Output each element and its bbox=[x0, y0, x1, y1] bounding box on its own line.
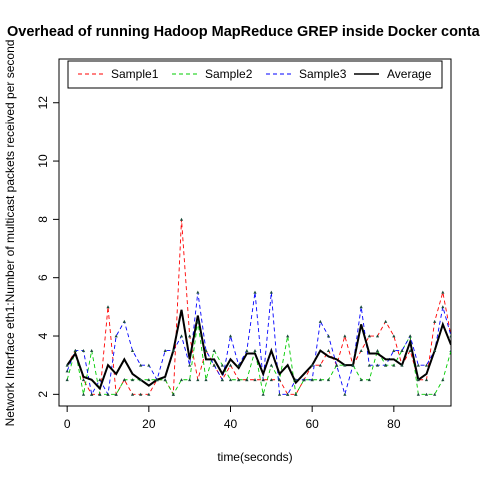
x-tick-label: 40 bbox=[224, 417, 238, 431]
series-layer bbox=[67, 219, 451, 394]
data-point bbox=[360, 305, 363, 308]
data-point bbox=[253, 349, 256, 352]
data-point bbox=[188, 334, 191, 337]
data-point bbox=[343, 334, 346, 337]
y-axis: 2 4 6 8 10 12 bbox=[36, 96, 59, 398]
chart-title: Overhead of running Hadoop MapReduce GRE… bbox=[7, 24, 480, 40]
data-point bbox=[123, 320, 126, 323]
x-tick-label: 0 bbox=[64, 417, 71, 431]
data-point bbox=[343, 393, 346, 396]
data-point bbox=[441, 291, 444, 294]
y-tick-label: 2 bbox=[36, 391, 50, 398]
x-tick-label: 60 bbox=[305, 417, 319, 431]
data-point bbox=[327, 349, 330, 352]
data-point bbox=[433, 320, 436, 323]
data-point bbox=[82, 393, 85, 396]
data-point bbox=[82, 378, 85, 381]
x-tick-label: 80 bbox=[387, 417, 401, 431]
series-line-sample1 bbox=[67, 219, 451, 394]
data-point bbox=[164, 349, 167, 352]
y-tick-label: 8 bbox=[36, 216, 50, 223]
data-point bbox=[376, 349, 379, 352]
legend-label-sample2: Sample2 bbox=[205, 67, 253, 81]
data-point bbox=[229, 364, 232, 367]
data-point bbox=[441, 305, 444, 308]
y-tick-label: 4 bbox=[36, 332, 50, 339]
data-point bbox=[409, 334, 412, 337]
data-point bbox=[196, 291, 199, 294]
data-point bbox=[449, 334, 452, 337]
data-point bbox=[319, 320, 322, 323]
legend-label-sample1: Sample1 bbox=[111, 67, 159, 81]
series-line-sample2 bbox=[67, 321, 451, 394]
data-point bbox=[253, 291, 256, 294]
data-point bbox=[180, 334, 183, 337]
data-point bbox=[425, 378, 428, 381]
data-point bbox=[270, 291, 273, 294]
data-point bbox=[449, 349, 452, 352]
data-point bbox=[66, 378, 69, 381]
data-point bbox=[278, 393, 281, 396]
x-axis-label: time(seconds) bbox=[217, 450, 292, 464]
data-point bbox=[164, 378, 167, 381]
data-point bbox=[106, 305, 109, 308]
data-point bbox=[270, 364, 273, 367]
data-point bbox=[384, 320, 387, 323]
data-point bbox=[196, 378, 199, 381]
data-point bbox=[417, 393, 420, 396]
y-tick-label: 6 bbox=[36, 274, 50, 281]
data-point bbox=[180, 378, 183, 381]
data-point bbox=[392, 334, 395, 337]
y-tick-label: 12 bbox=[36, 96, 50, 110]
legend: Sample1 Sample2 Sample3 Average bbox=[68, 61, 442, 88]
data-point bbox=[90, 349, 93, 352]
data-point bbox=[213, 349, 216, 352]
data-point bbox=[262, 393, 265, 396]
data-point bbox=[286, 334, 289, 337]
legend-label-average: Average bbox=[387, 67, 432, 81]
data-point bbox=[229, 378, 232, 381]
x-tick-label: 20 bbox=[142, 417, 156, 431]
data-point bbox=[229, 334, 232, 337]
data-point bbox=[360, 349, 363, 352]
data-point bbox=[188, 364, 191, 367]
data-point bbox=[441, 378, 444, 381]
y-axis-label: Network Interface eth1:Number of multica… bbox=[3, 40, 17, 427]
data-point bbox=[213, 364, 216, 367]
data-point bbox=[131, 349, 134, 352]
data-point bbox=[66, 369, 69, 372]
x-axis: 0 20 40 60 80 bbox=[64, 406, 401, 431]
data-point bbox=[147, 364, 150, 367]
data-point bbox=[180, 218, 183, 221]
data-point bbox=[417, 364, 420, 367]
data-point bbox=[188, 378, 191, 381]
y-tick-label: 10 bbox=[36, 154, 50, 168]
data-point bbox=[392, 349, 395, 352]
data-point bbox=[245, 349, 248, 352]
legend-label-sample3: Sample3 bbox=[299, 67, 347, 81]
data-point bbox=[204, 378, 207, 381]
marker-layer bbox=[66, 218, 453, 396]
